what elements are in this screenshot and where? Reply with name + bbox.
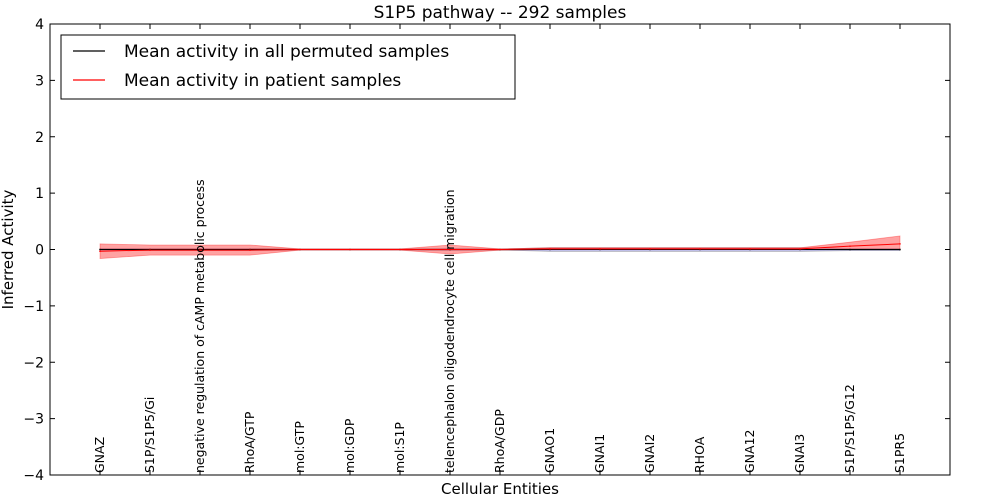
y-tick-label: 3 [35,73,44,89]
x-category-label: RHOA [692,436,707,473]
x-category-label: GNAO1 [542,428,557,473]
point-series-0-16 [899,248,901,251]
point-series-1-11 [649,248,651,250]
x-category-label: mol:GDP [342,418,357,473]
point-series-1-3 [249,249,251,251]
point-series-1-13 [749,248,751,250]
x-category-label: S1PR5 [892,433,907,473]
y-tick-label: 2 [35,130,44,146]
x-category-label: GNAI2 [642,434,657,473]
legend-label-1: Mean activity in patient samples [124,71,401,91]
x-category-label: S1P/S1P5/Gi [142,397,157,473]
confidence-bands [99,235,901,259]
x-category-label: negative regulation of cAMP metabolic pr… [192,179,207,473]
x-category-label: mol:S1P [392,422,407,473]
series-lines [99,243,901,252]
point-series-1-10 [599,248,601,250]
point-series-1-1 [149,249,151,251]
legend: Mean activity in all permuted samples Mea… [60,34,516,100]
point-series-1-4 [299,248,301,251]
point-series-1-7 [449,248,451,251]
point-series-0-15 [849,248,851,251]
y-tick-label: 4 [35,17,44,33]
point-series-1-9 [549,248,551,250]
x-category-label: RhoA/GTP [242,411,257,473]
x-category-label: S1P/S1P5/G12 [842,384,857,473]
x-category-label: RhoA/GDP [492,409,507,473]
legend-label-0: Mean activity in all permuted samples [124,42,449,62]
point-series-1-2 [199,249,201,251]
x-axis-label: Cellular Entities [441,480,559,498]
y-tick-label: 0 [35,243,44,259]
y-tick-label: −4 [23,468,44,484]
point-series-1-0 [99,250,101,252]
y-tick-label: −1 [23,299,44,315]
point-series-1-12 [699,248,701,250]
point-series-1-6 [399,248,401,251]
point-series-1-15 [849,245,851,247]
x-axis: GNAZ S1P/S1P5/Gi negative regulation of cA… [92,24,907,475]
point-series-1-8 [499,248,501,251]
y-axis: 4 3 2 1 0 −1 −2 −3 −4 [23,17,950,484]
chart-title: S1P5 pathway -- 292 samples [374,3,627,23]
point-series-1-14 [799,248,801,250]
point-series-1-16 [899,243,901,245]
y-tick-label: −3 [23,412,44,428]
x-category-label: GNAI3 [792,434,807,473]
y-axis-label: Inferred Activity [0,189,17,309]
x-category-label: GNA12 [742,430,757,474]
x-category-label: mol:GTP [292,421,307,473]
legend-box [60,34,516,100]
point-series-1-5 [349,248,351,251]
y-tick-label: −2 [23,355,44,371]
x-category-label: GNAZ [92,437,107,473]
y-tick-label: 1 [35,186,44,202]
point-series-0-0 [99,248,101,251]
x-category-label: telencephalon oligodendrocyte cell migra… [442,189,457,473]
band-series-1 [99,235,901,259]
x-category-label: GNAI1 [592,434,607,473]
